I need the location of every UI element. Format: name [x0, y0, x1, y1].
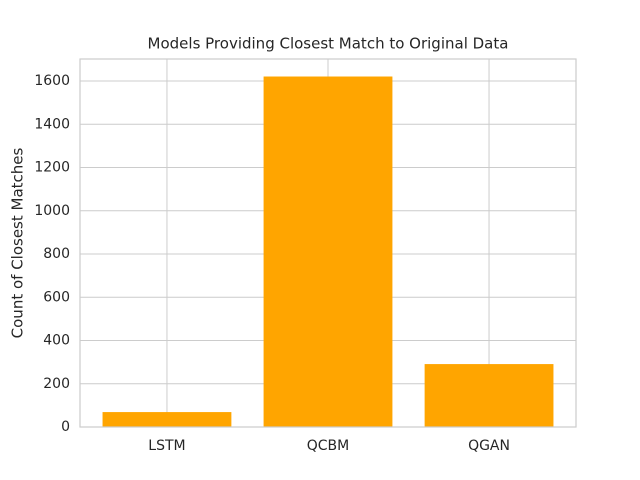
bar — [263, 76, 393, 427]
y-tick-label: 600 — [43, 289, 70, 305]
y-tick-label: 1000 — [34, 203, 70, 219]
chart-title: Models Providing Closest Match to Origin… — [148, 35, 509, 53]
x-tick-label: LSTM — [148, 438, 185, 454]
y-tick-label: 1200 — [34, 160, 70, 176]
plot-frame — [79, 58, 577, 428]
y-tick-label: 0 — [61, 419, 70, 435]
x-tick-label: QGAN — [468, 438, 510, 454]
y-axis-label: Count of Closest Matches — [9, 147, 27, 338]
y-tick-label: 1600 — [34, 73, 70, 89]
bar — [424, 364, 554, 427]
x-tick-label: QCBM — [307, 438, 349, 454]
y-tick-label: 200 — [43, 376, 70, 392]
y-tick-label: 800 — [43, 246, 70, 262]
bar — [102, 412, 232, 427]
y-tick-label: 400 — [43, 333, 70, 349]
y-tick-label: 1400 — [34, 116, 70, 132]
